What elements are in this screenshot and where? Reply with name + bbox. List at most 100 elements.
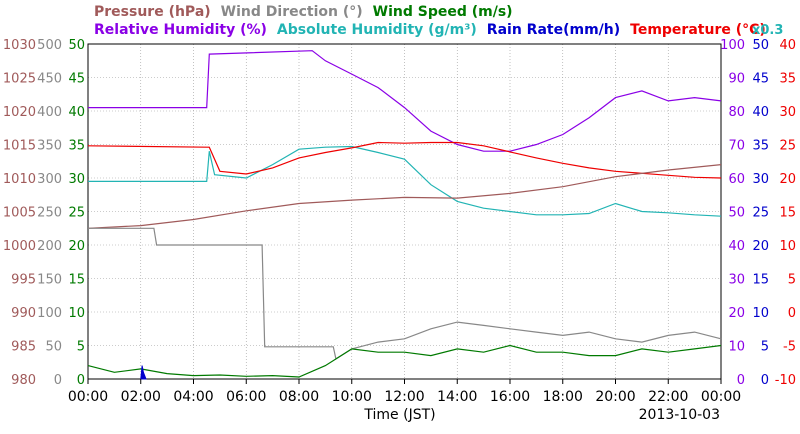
series-relative-humidity: [88, 50, 722, 152]
relative-humidity-tick: 0: [737, 373, 745, 388]
temperature-tick: 0: [788, 306, 796, 321]
legend: Pressure (hPa) Wind Direction (°) Wind Spe…: [94, 4, 783, 38]
x-axis-title: Time (JST): [363, 407, 435, 423]
rain-rate-tick: 20: [752, 239, 769, 254]
series-rain-rate: [140, 365, 147, 380]
legend-temperature: Temperature (°C): [630, 22, 766, 38]
x-tick-label: 02:00: [121, 389, 161, 405]
x-tick-label: 06:00: [226, 389, 266, 405]
wind-direction-tick: 450: [37, 72, 62, 87]
legend-wind-direction: Wind Direction (°): [221, 4, 363, 20]
x-tick-label: 04:00: [173, 389, 213, 405]
series-wind-direction: [88, 227, 722, 360]
x-tick-label: 22:00: [648, 389, 688, 405]
temperature-tick: -5: [783, 340, 796, 355]
relative-humidity-tick: 70: [728, 139, 745, 154]
rain-rate-tick: 30: [752, 172, 769, 187]
wind-direction-tick: 250: [37, 206, 62, 221]
pressure-tick: 1015: [3, 139, 36, 154]
wind-speed-tick: 15: [68, 273, 85, 288]
relative-humidity-tick: 90: [728, 72, 745, 87]
wind-speed-tick: 25: [68, 206, 85, 221]
x-tick-label: 18:00: [543, 389, 583, 405]
rain-rate-tick: 50: [752, 38, 769, 53]
series-temperature: [87, 141, 722, 179]
relative-humidity-tick: 20: [728, 306, 745, 321]
series-pressure: [87, 164, 722, 229]
rain-rate-tick: 0: [761, 373, 769, 388]
pressure-tick: 1025: [3, 72, 36, 87]
wind-direction-tick: 150: [37, 273, 62, 288]
relative-humidity-tick: 100: [720, 38, 745, 53]
wind-direction-tick: 500: [37, 38, 62, 53]
wind-direction-tick: 350: [37, 139, 62, 154]
wind-speed-tick: 0: [77, 373, 85, 388]
relative-humidity-tick: 10: [728, 340, 745, 355]
legend-relative-humidity: Relative Humidity (%): [94, 22, 267, 38]
wind-speed-tick: 45: [68, 72, 85, 87]
relative-humidity-tick: 80: [728, 105, 745, 120]
rain-rate-tick: 35: [752, 139, 769, 154]
wind-speed-tick: 35: [68, 139, 85, 154]
gridlines: [87, 43, 722, 380]
x-tick-label: 14:00: [437, 389, 477, 405]
pressure-tick: 1030: [3, 38, 36, 53]
x-tick-label: 08:00: [279, 389, 319, 405]
x-tick-label: 16:00: [490, 389, 530, 405]
x-tick-label: 12:00: [384, 389, 424, 405]
relative-humidity-tick: 40: [728, 239, 745, 254]
temperature-tick: 40: [779, 38, 796, 53]
rain-rate-tick: 10: [752, 306, 769, 321]
rain-rate-tick: 45: [752, 72, 769, 87]
rain-rate-tick: 5: [761, 340, 769, 355]
x-tick-label: 00:00: [701, 389, 741, 405]
pressure-tick: 980: [11, 373, 36, 388]
temperature-tick: 30: [779, 105, 796, 120]
legend-wind-speed: Wind Speed (m/s): [373, 4, 513, 20]
x-tick-label: 10:00: [332, 389, 372, 405]
rain-rate-tick: 40: [752, 105, 769, 120]
temperature-tick: 35: [779, 72, 796, 87]
rain-scale-note: x0.3: [752, 23, 783, 38]
wind-direction-tick: 400: [37, 105, 62, 120]
wind-speed-tick: 20: [68, 239, 85, 254]
temperature-tick: 25: [779, 139, 796, 154]
wind-speed-tick: 10: [68, 306, 85, 321]
relative-humidity-tick: 60: [728, 172, 745, 187]
pressure-tick: 985: [11, 340, 36, 355]
x-axis: 00:00 02:00 04:00 06:00 08:00 10:00 12:00 14:00…: [68, 379, 741, 405]
wind-direction-tick: 0: [54, 373, 62, 388]
rain-rate-tick: 25: [752, 206, 769, 221]
wind-direction-tick: 50: [45, 340, 62, 355]
legend-absolute-humidity: Absolute Humidity (g/m³): [277, 22, 477, 38]
pressure-tick: 1020: [3, 105, 36, 120]
rain-rate-tick: 15: [752, 273, 769, 288]
temperature-tick: 10: [779, 239, 796, 254]
pressure-tick: 1005: [3, 206, 36, 221]
wind-speed-tick: 50: [68, 38, 85, 53]
temperature-tick: 20: [779, 172, 796, 187]
plot-frame: [87, 43, 722, 380]
wind-speed-tick: 40: [68, 105, 85, 120]
plot-area: [87, 50, 722, 380]
date-label: 2013-10-03: [639, 407, 720, 423]
temperature-tick: -10: [775, 373, 796, 388]
legend-rain-rate: Rain Rate(mm/h): [487, 22, 620, 38]
temperature-tick: 5: [788, 273, 796, 288]
relative-humidity-tick: 30: [728, 273, 745, 288]
relative-humidity-tick: 50: [728, 206, 745, 221]
pressure-tick: 1000: [3, 239, 36, 254]
series-wind-speed: [87, 344, 722, 378]
x-tick-label: 00:00: [68, 389, 108, 405]
pressure-tick: 995: [11, 273, 36, 288]
pressure-tick: 990: [11, 306, 36, 321]
series-absolute-humidity: [88, 145, 722, 217]
legend-pressure: Pressure (hPa): [94, 4, 211, 20]
x-tick-label: 20:00: [595, 389, 635, 405]
wind-speed-tick: 30: [68, 172, 85, 187]
left-axes: 1030102510201015101010051000995990985980…: [3, 38, 85, 388]
pressure-tick: 1010: [3, 172, 36, 187]
wind-direction-tick: 200: [37, 239, 62, 254]
right-axes: 1009080706050403020100504540353025201510…: [720, 38, 796, 388]
